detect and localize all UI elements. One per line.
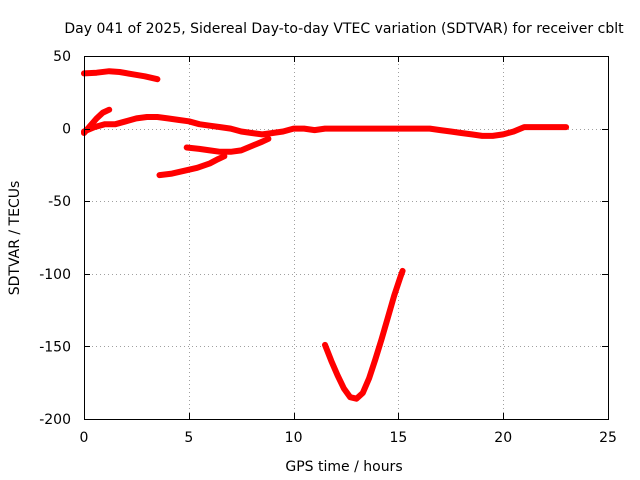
x-axis-label: GPS time / hours (285, 459, 402, 475)
y-tick-label: -200 (39, 412, 71, 428)
x-tick-label: 0 (80, 430, 89, 446)
chart-title: Day 041 of 2025, Sidereal Day-to-day VTE… (64, 21, 624, 37)
series-arc-5 (156, 153, 228, 179)
y-tick-label: -100 (39, 267, 71, 283)
y-tick-label: 0 (62, 122, 71, 138)
y-tick-label: -50 (48, 194, 71, 210)
y-axis-label: SDTVAR / TECUs (7, 181, 23, 296)
x-tick-label: 5 (184, 430, 193, 446)
series-layer (81, 68, 570, 402)
x-tick-label: 20 (494, 430, 512, 446)
plot-frame (84, 56, 609, 420)
series-arc-1 (81, 68, 161, 83)
x-tick-label: 25 (599, 430, 617, 446)
y-tick-label: 50 (53, 49, 71, 65)
series-arc-4 (183, 135, 272, 155)
series-arc-6 (322, 267, 406, 402)
tick-layer: 0 5 10 15 20 25 -200 -150 -100 -50 0 50 (39, 49, 617, 446)
x-tick-label: 15 (389, 430, 407, 446)
y-tick-label: -150 (39, 339, 71, 355)
series-arc-3 (81, 114, 570, 139)
x-tick-label: 10 (285, 430, 303, 446)
grid-layer (84, 56, 608, 419)
